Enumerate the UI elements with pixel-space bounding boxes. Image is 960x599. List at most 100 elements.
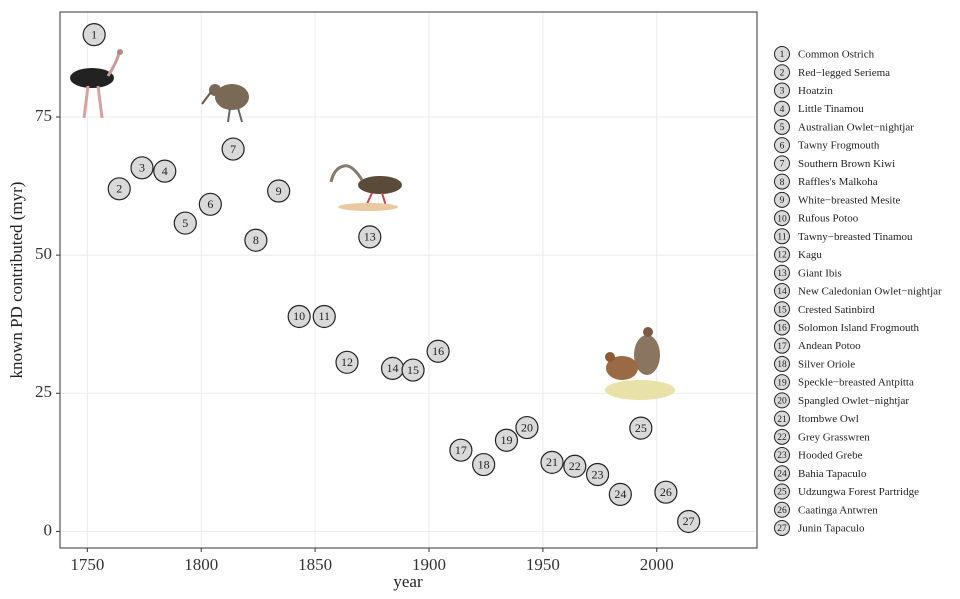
legend-label: Speckle−breasted Antpitta <box>798 377 914 389</box>
point-label: 11 <box>318 309 330 323</box>
legend-number: 12 <box>777 251 787 261</box>
point <box>198 192 222 216</box>
point <box>107 177 131 201</box>
point-label: 15 <box>407 363 419 377</box>
legend-marker <box>774 374 790 391</box>
point <box>287 304 311 329</box>
legend-label: Red−legged Seriema <box>798 67 890 79</box>
point-label: 7 <box>230 142 236 156</box>
legend-marker <box>774 155 790 172</box>
x-tick-label: 1850 <box>298 555 332 574</box>
point <box>449 438 473 462</box>
legend-label: Giant Ibis <box>798 267 842 279</box>
point-label: 9 <box>276 184 282 198</box>
point <box>335 350 359 374</box>
legend-number: 2 <box>780 68 785 78</box>
point <box>401 358 425 382</box>
point-label: 20 <box>521 420 533 434</box>
legend-number: 23 <box>777 451 787 461</box>
kiwi-image <box>201 84 249 123</box>
legend-marker <box>774 173 790 190</box>
legend-label: New Caledonian Owlet−nightjar <box>798 286 942 298</box>
legend-number: 9 <box>780 196 785 206</box>
partridge-image <box>605 327 675 400</box>
legend-label: White−breasted Mesite <box>798 194 901 206</box>
point-label: 14 <box>387 361 399 375</box>
legend-label: Bahia Tapaculo <box>798 468 867 480</box>
legend-label: Rufous Potoo <box>798 213 859 225</box>
legend-number: 3 <box>780 87 785 97</box>
legend-marker <box>774 46 790 62</box>
legend-number: 15 <box>777 305 787 315</box>
legend-marker <box>774 210 790 227</box>
legend-number: 8 <box>780 178 785 188</box>
legend-marker <box>774 191 790 208</box>
legend-number: 27 <box>777 524 787 534</box>
point <box>267 179 291 203</box>
legend-number: 19 <box>777 378 787 388</box>
point <box>472 452 496 477</box>
legend-marker <box>774 519 790 536</box>
x-tick-label: 1900 <box>412 555 446 574</box>
legend-label: Common Ostrich <box>798 49 875 61</box>
legend-number: 14 <box>777 287 787 297</box>
legend-number: 16 <box>777 324 787 334</box>
point-label: 25 <box>635 421 647 435</box>
legend-label: Hoatzin <box>798 85 833 97</box>
x-tick-label: 1750 <box>70 555 104 574</box>
legend-number: 25 <box>777 488 787 498</box>
point-label: 27 <box>683 514 695 528</box>
legend-number: 18 <box>777 360 787 370</box>
point-label: 3 <box>139 161 145 175</box>
legend-label: Spangled Owlet−nightjar <box>798 395 909 407</box>
legend-label: Australian Owlet−nightjar <box>798 121 914 133</box>
legend-marker <box>774 447 790 464</box>
legend-marker <box>774 100 790 117</box>
legend-label: Junin Tapaculo <box>798 523 865 535</box>
legend-number: 4 <box>780 105 785 115</box>
point <box>312 304 336 329</box>
y-tick-label: 0 <box>44 520 53 539</box>
legend-marker <box>774 228 790 245</box>
legend-label: Andean Potoo <box>798 340 861 352</box>
point-label: 24 <box>614 487 626 501</box>
legend-marker <box>774 246 790 263</box>
legend-label: Kagu <box>798 249 822 261</box>
legend-number: 22 <box>777 433 787 443</box>
legend-marker <box>774 82 790 99</box>
legend-number: 1 <box>780 50 785 60</box>
legend-number: 24 <box>777 469 787 479</box>
point <box>221 137 245 161</box>
ostrich-image <box>70 49 123 119</box>
panel <box>60 12 757 548</box>
legend-marker <box>774 319 790 336</box>
legend-marker <box>774 282 790 299</box>
panel-border <box>59 11 758 549</box>
legend-number: 13 <box>777 269 787 279</box>
legend-label: Grey Grasswren <box>798 431 870 443</box>
point-label: 8 <box>253 233 259 247</box>
legend-number: 26 <box>777 506 787 516</box>
y-tick-label: 75 <box>35 106 52 125</box>
legend-marker <box>774 483 790 500</box>
point <box>585 462 610 487</box>
y-tick-label: 50 <box>35 244 52 263</box>
point <box>426 339 450 363</box>
legend-marker <box>774 64 790 81</box>
point <box>563 454 587 478</box>
legend-number: 17 <box>777 342 787 352</box>
x-tick-label: 2000 <box>640 555 674 574</box>
point-label: 4 <box>162 164 168 178</box>
point-label: 18 <box>478 457 490 471</box>
point <box>629 416 653 440</box>
point-label: 13 <box>364 230 376 244</box>
point <box>358 225 382 249</box>
point-label: 2 <box>116 182 122 196</box>
legend-label: Udzungwa Forest Partridge <box>798 486 919 498</box>
point-label: 26 <box>660 485 672 499</box>
point <box>608 482 632 506</box>
point-label: 12 <box>341 355 353 369</box>
point <box>494 428 519 452</box>
legend-marker <box>774 465 790 482</box>
point <box>153 159 177 183</box>
